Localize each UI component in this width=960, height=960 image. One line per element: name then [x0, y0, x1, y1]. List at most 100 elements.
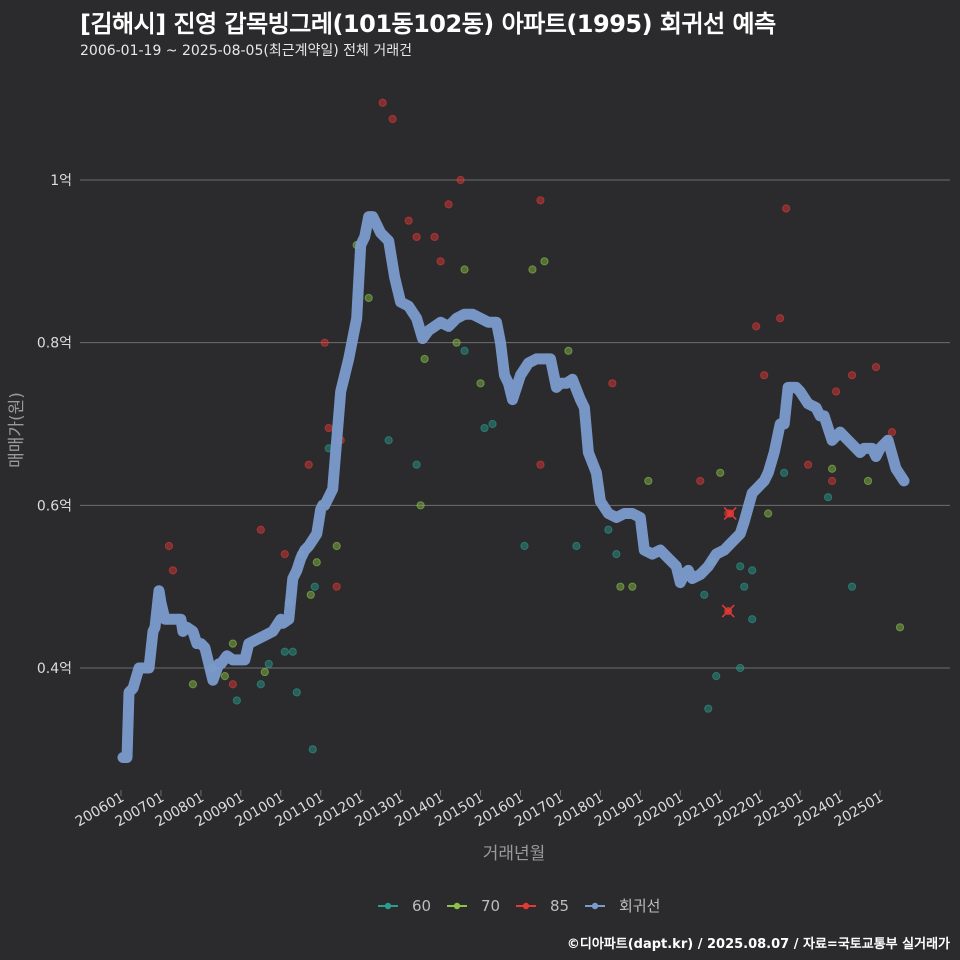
y-axis-label: 매매가(원) [7, 392, 27, 468]
highlighted-points [721, 506, 737, 618]
data-point-85 [164, 541, 174, 551]
data-point-70 [332, 541, 341, 551]
data-point-70 [476, 379, 485, 388]
data-point-70 [863, 476, 873, 486]
data-point-60 [712, 672, 721, 681]
data-point-60 [700, 590, 709, 599]
chart-title: [김해시] 진영 갑목빙그레(101동102동) 아파트(1995) 회귀선 예… [80, 10, 776, 38]
data-point-85 [696, 476, 705, 486]
data-point-70 [306, 590, 315, 599]
data-point-60 [460, 346, 469, 355]
data-point-85 [304, 460, 313, 469]
data-point-85 [332, 582, 341, 591]
legend-label: 60 [412, 897, 431, 915]
data-point-70 [564, 346, 573, 355]
data-point-85 [320, 338, 329, 347]
legend-item-회귀선: 회귀선 [585, 897, 660, 915]
data-point-60 [264, 659, 273, 669]
data-point-70 [364, 293, 373, 303]
data-point-60 [604, 525, 613, 534]
data-point-85 [412, 232, 421, 242]
data-point-60 [232, 696, 241, 705]
data-point-85 [871, 362, 881, 372]
data-point-70 [528, 265, 537, 274]
legend-label: 회귀선 [619, 897, 660, 915]
chart-subtitle: 2006-01-19 ~ 2025-08-05(최근계약일) 전체 거래건 [80, 43, 412, 59]
x-tick-labels: 2006012007012008012009012010012011012012… [73, 790, 886, 831]
y-tick-label: 0.6억 [37, 498, 72, 514]
data-point-60 [704, 704, 713, 713]
legend-item-60: 60 [378, 897, 431, 915]
data-point-85 [760, 371, 769, 380]
data-point-85 [831, 387, 841, 396]
legend-label: 70 [481, 897, 500, 915]
data-point-60 [280, 647, 289, 656]
data-point-85 [404, 216, 413, 225]
x-axis-label: 거래년월 [483, 844, 546, 864]
data-point-70 [460, 265, 469, 274]
legend-item-85: 85 [516, 897, 569, 915]
legend-swatch-dot [384, 902, 392, 910]
data-point-85 [782, 204, 791, 213]
data-point-70 [452, 338, 461, 347]
data-point-60 [292, 688, 301, 697]
data-point-60 [256, 680, 265, 689]
data-point-70 [644, 476, 653, 486]
data-point-70 [540, 257, 549, 266]
data-point-85 [324, 423, 333, 433]
data-point-70 [312, 558, 321, 567]
data-point-60 [736, 663, 745, 673]
data-point-60 [288, 647, 297, 656]
highlight-marker [721, 604, 735, 618]
data-point-85 [280, 550, 289, 559]
data-point-60 [748, 566, 757, 575]
data-point-70 [228, 639, 237, 648]
y-tick-label: 0.4억 [37, 661, 72, 677]
data-point-70 [895, 623, 905, 632]
data-point-85 [168, 566, 178, 575]
data-point-60 [612, 550, 621, 559]
grid-lines [80, 179, 950, 796]
data-point-85 [444, 200, 453, 209]
scatter-points [164, 98, 905, 754]
data-point-70 [716, 468, 725, 477]
data-point-60 [488, 419, 497, 429]
regression-line-group [117, 211, 910, 763]
data-point-70 [616, 582, 625, 591]
data-point-85 [776, 314, 785, 323]
data-point-70 [420, 354, 429, 364]
y-tick-label: 0.8억 [37, 336, 72, 352]
data-point-60 [308, 745, 317, 754]
data-point-85 [378, 98, 387, 107]
highlight-cross [723, 506, 737, 520]
data-point-70 [260, 667, 269, 677]
y-tick-labels: 0.4억 0.6억 0.8억 1억 [37, 173, 72, 677]
data-point-85 [256, 525, 265, 534]
data-point-85 [847, 371, 857, 380]
data-point-60 [520, 541, 529, 551]
data-point-60 [740, 582, 749, 591]
legend-label: 85 [550, 897, 569, 915]
data-point-60 [823, 493, 833, 502]
data-point-60 [310, 582, 319, 591]
data-point-85 [228, 680, 237, 689]
data-point-60 [412, 460, 421, 469]
legend: 60 70 85 회귀선 [378, 897, 660, 915]
data-point-85 [827, 476, 837, 486]
data-point-60 [748, 615, 757, 624]
data-point-85 [536, 460, 545, 469]
data-point-85 [887, 428, 897, 437]
y-tick-label: 1억 [50, 173, 72, 189]
legend-swatch-dot [591, 902, 599, 910]
regression-line [117, 211, 910, 763]
data-point-70 [416, 501, 425, 510]
data-point-70 [188, 680, 198, 689]
data-point-85 [456, 175, 465, 185]
data-point-60 [572, 541, 581, 551]
highlight-cross [721, 604, 735, 618]
data-point-85 [388, 114, 397, 124]
data-point-85 [608, 379, 617, 388]
highlight-marker [723, 506, 737, 520]
data-point-85 [752, 322, 761, 331]
